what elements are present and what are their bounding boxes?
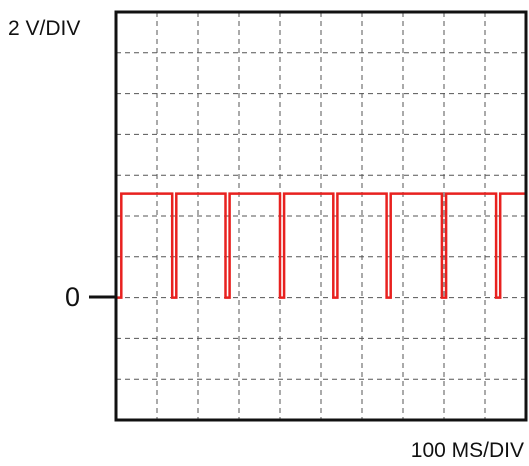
grid	[116, 12, 526, 420]
x-scale-label: 100 MS/DIV	[411, 439, 524, 462]
plot-frame	[114, 10, 528, 422]
trace-layer	[116, 192, 526, 299]
signal-trace	[116, 192, 526, 299]
zero-marker-label: 0	[65, 282, 80, 312]
y-scale-label: 2 V/DIV	[8, 17, 80, 40]
